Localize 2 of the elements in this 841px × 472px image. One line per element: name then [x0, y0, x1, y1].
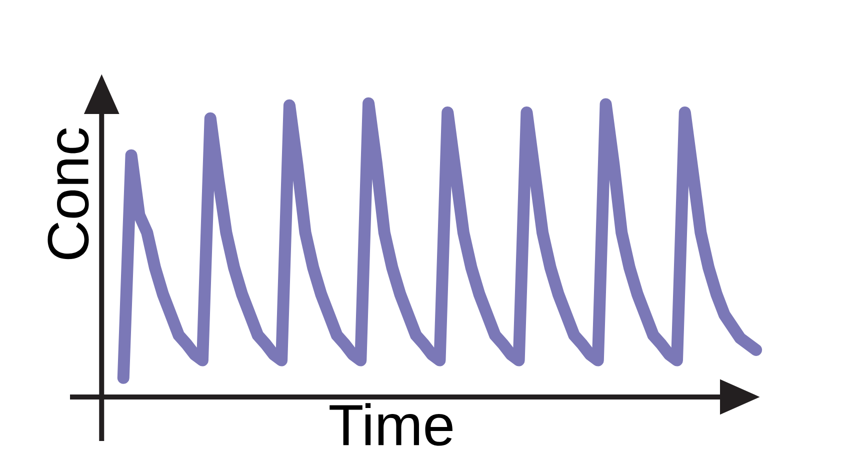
y-axis-title: Conc — [48, 128, 89, 260]
x-axis-title: Time — [330, 403, 452, 446]
